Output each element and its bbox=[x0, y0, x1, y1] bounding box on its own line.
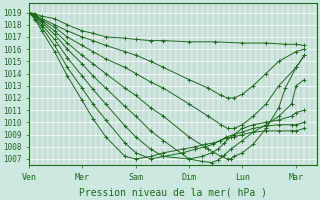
X-axis label: Pression niveau de la mer( hPa ): Pression niveau de la mer( hPa ) bbox=[79, 187, 267, 197]
